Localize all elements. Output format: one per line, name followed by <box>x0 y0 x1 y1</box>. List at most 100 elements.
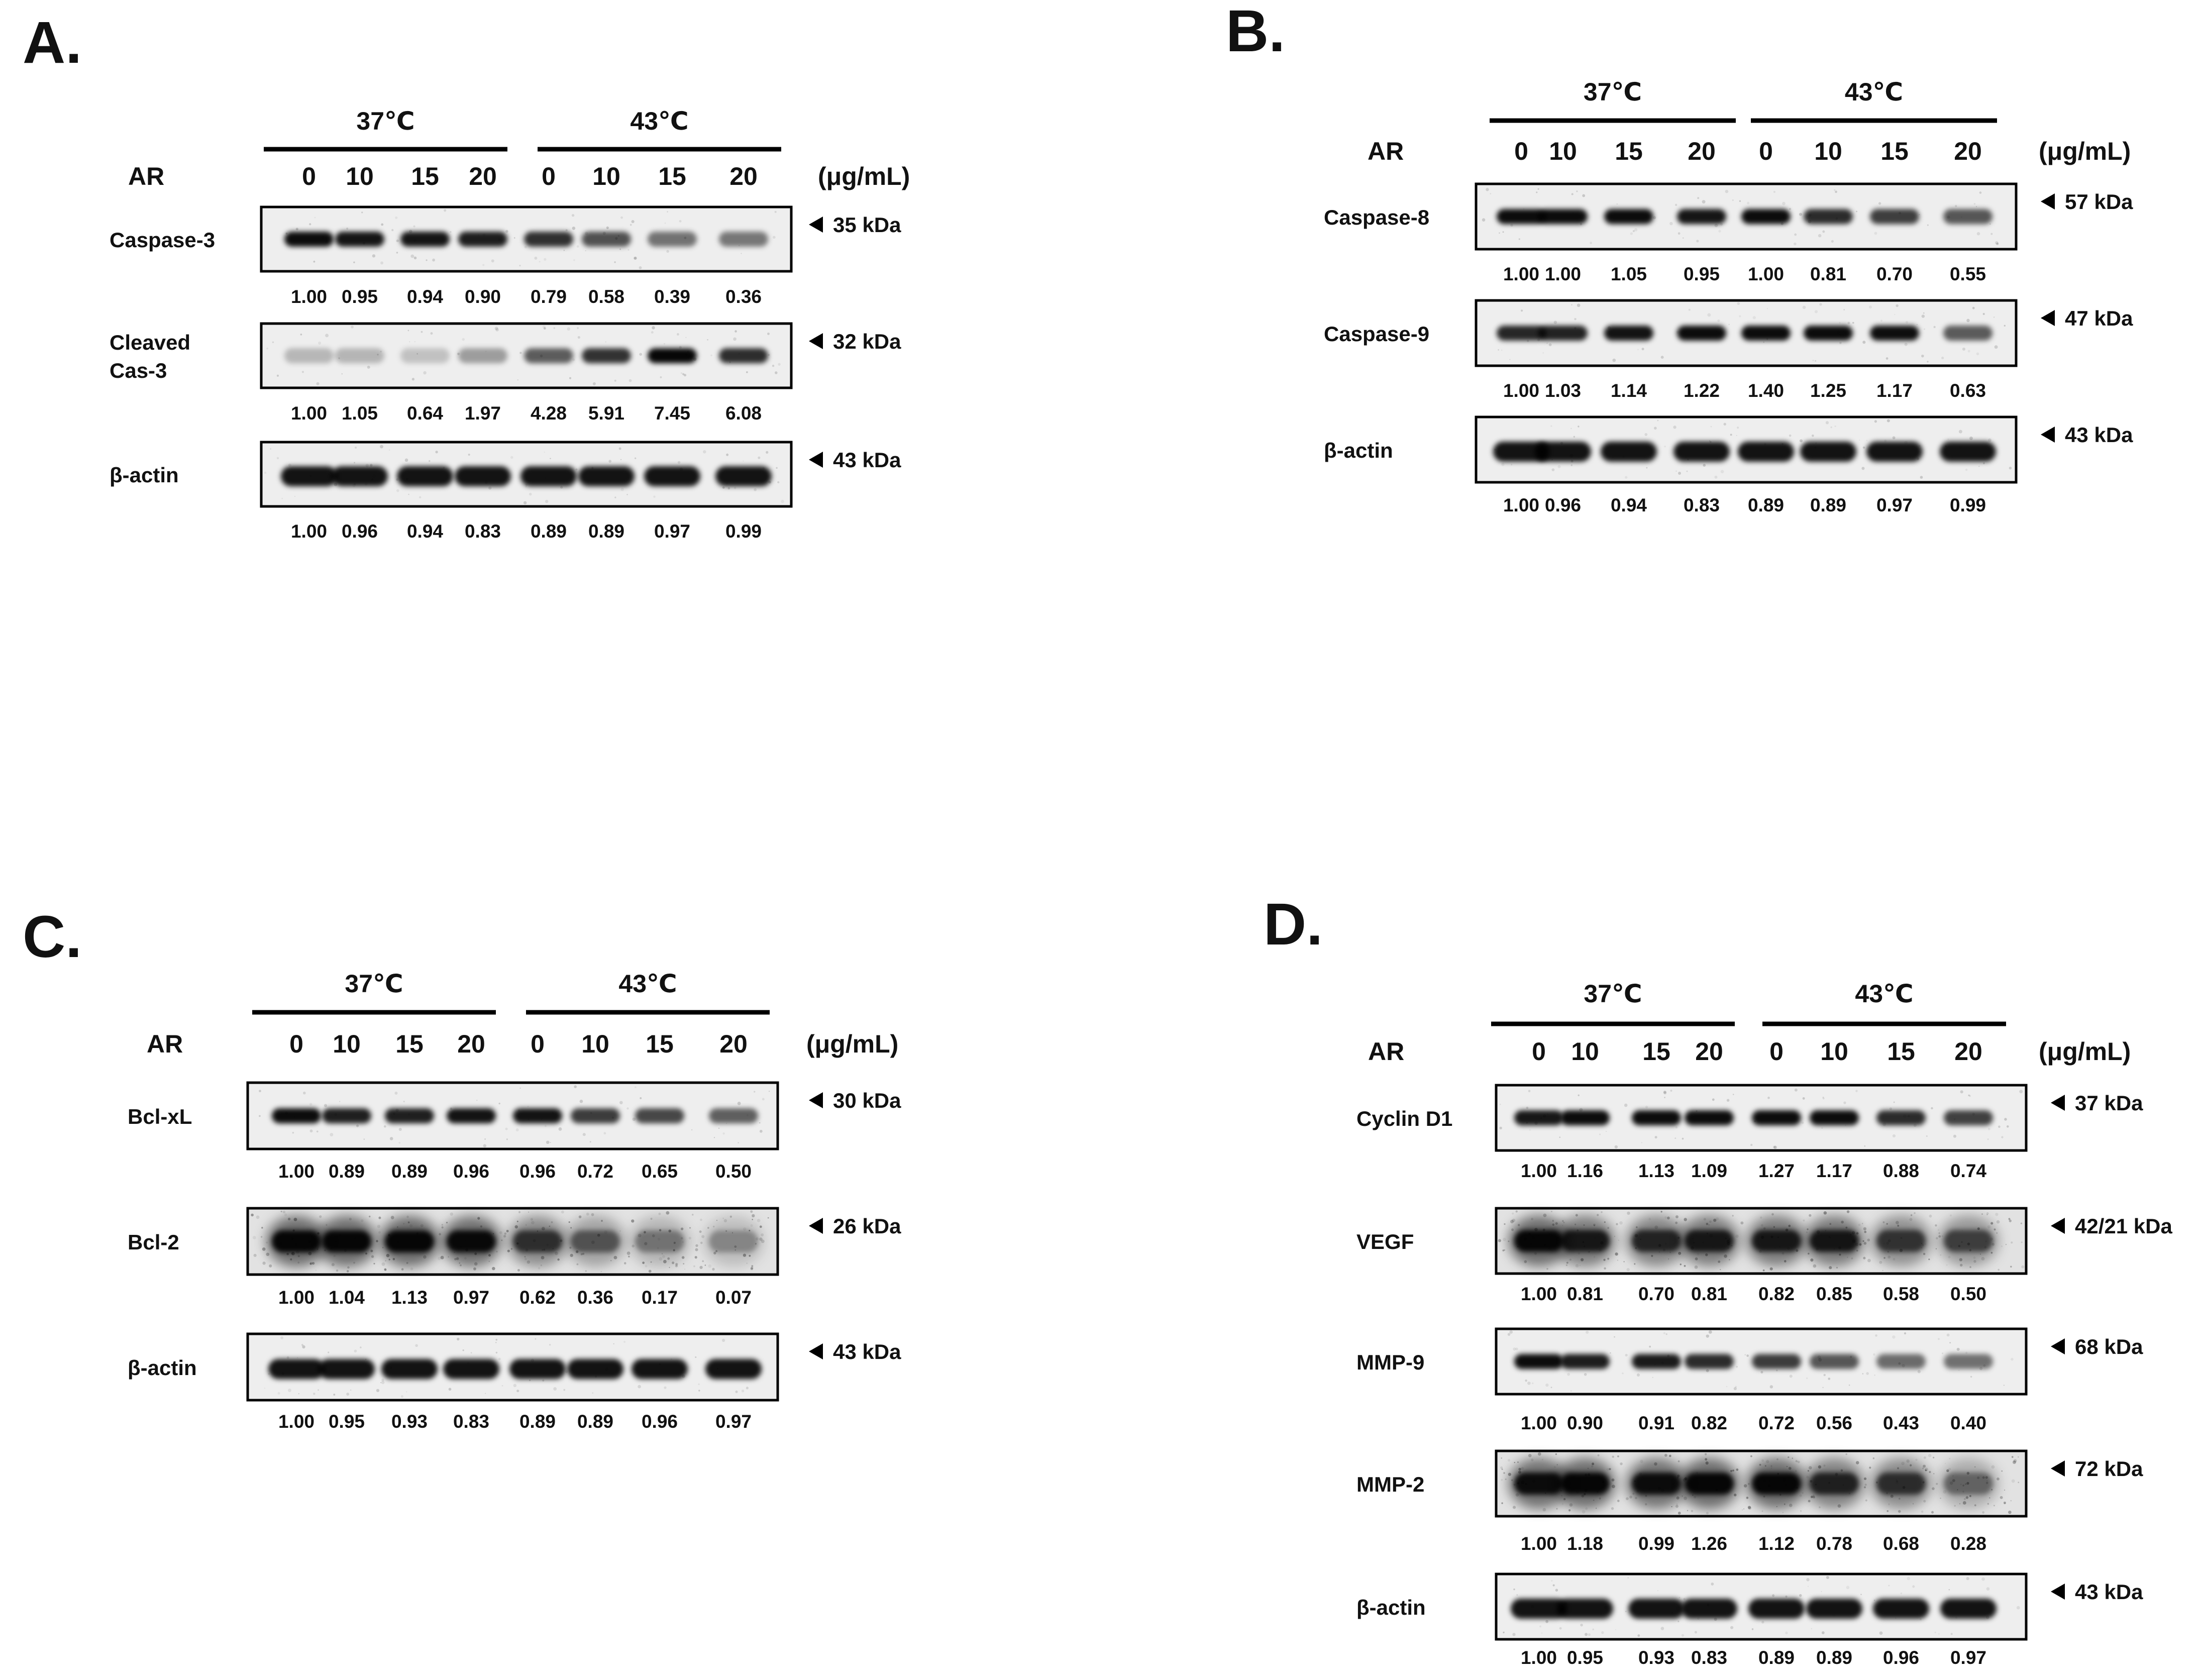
blot--actin <box>1475 415 2018 484</box>
membrane-speckle <box>309 1129 313 1133</box>
membrane-speckle <box>726 453 729 456</box>
membrane-speckle <box>1626 1268 1630 1272</box>
dose-label: 10 <box>1820 1037 1848 1066</box>
densitometry-value: 0.96 <box>519 1161 556 1182</box>
membrane-speckle <box>1529 1129 1531 1131</box>
membrane-speckle <box>411 378 415 381</box>
membrane-speckle <box>1962 347 1966 351</box>
membrane-speckle <box>277 1392 280 1395</box>
membrane-speckle <box>1953 1134 1957 1138</box>
membrane-speckle <box>266 1252 270 1256</box>
membrane-speckle <box>1714 475 1718 479</box>
membrane-speckle <box>1823 1211 1827 1215</box>
densitometry-value: 0.95 <box>1684 264 1720 284</box>
membrane-speckle <box>270 448 271 450</box>
membrane-speckle <box>1769 1385 1773 1389</box>
densitometry-value: 0.99 <box>725 521 762 542</box>
membrane-speckle <box>1933 1456 1935 1458</box>
protein-band <box>1514 1473 1563 1495</box>
membrane-speckle <box>1946 1333 1950 1337</box>
membrane-speckle <box>1578 426 1580 428</box>
membrane-speckle <box>450 1212 454 1216</box>
membrane-speckle <box>623 1341 625 1343</box>
membrane-speckle <box>369 1215 371 1218</box>
protein-band <box>1685 1230 1734 1252</box>
membrane-speckle <box>333 1394 336 1396</box>
membrane-speckle <box>1501 1457 1502 1459</box>
membrane-speckle <box>1995 1213 1999 1216</box>
membrane-speckle <box>1526 1106 1529 1109</box>
membrane-speckle <box>759 1129 763 1133</box>
densitometry-value: 1.00 <box>278 1411 315 1432</box>
membrane-speckle <box>567 327 571 331</box>
membrane-speckle <box>545 499 549 503</box>
membrane-speckle <box>1825 421 1829 425</box>
membrane-speckle <box>400 1395 403 1398</box>
membrane-speckle <box>1794 233 1797 236</box>
membrane-speckle <box>389 1137 393 1140</box>
membrane-speckle <box>1919 214 1920 216</box>
membrane-speckle <box>513 237 515 239</box>
membrane-speckle <box>1799 213 1802 216</box>
densitometry-value: 0.43 <box>1883 1413 1919 1433</box>
membrane-speckle <box>1601 1211 1603 1213</box>
membrane-speckle <box>302 1345 305 1349</box>
densitometry-value: 0.93 <box>391 1411 428 1432</box>
membrane-speckle <box>309 1103 312 1106</box>
membrane-speckle <box>660 376 662 378</box>
membrane-speckle <box>1839 342 1842 344</box>
membrane-speckle <box>252 1236 256 1239</box>
membrane-speckle <box>693 1265 695 1268</box>
membrane-speckle <box>1490 193 1492 194</box>
molecular-weight-label: 26 kDa <box>833 1214 901 1238</box>
membrane-speckle <box>253 1253 257 1257</box>
membrane-speckle <box>1681 1634 1685 1637</box>
membrane-speckle <box>1675 1215 1679 1219</box>
panel-b: B. 37℃ 43℃ AR 0 10 15 20 0 10 15 20 (μg/mL) Caspase-8… <box>1226 0 2133 515</box>
membrane-speckle <box>301 371 304 373</box>
membrane-speckle <box>2021 1241 2023 1243</box>
protein-band <box>571 1108 620 1123</box>
membrane-speckle <box>1813 1264 1817 1268</box>
membrane-speckle <box>620 216 623 219</box>
membrane-speckle <box>414 341 415 343</box>
protein-band <box>284 348 334 363</box>
membrane-speckle <box>1800 1510 1802 1512</box>
membrane-speckle <box>1623 1261 1625 1263</box>
densitometry-value: 1.00 <box>1748 264 1784 284</box>
densitometry-value: 0.89 <box>577 1411 613 1432</box>
protein-band <box>513 1230 562 1252</box>
membrane-speckle <box>1694 1265 1698 1269</box>
densitometry-value: 0.89 <box>391 1161 428 1182</box>
densitometry-value: 1.00 <box>1545 264 1581 284</box>
protein-band <box>1752 1473 1801 1495</box>
membrane-speckle <box>702 1260 704 1263</box>
membrane-speckle <box>1518 238 1520 240</box>
membrane-speckle <box>1674 203 1678 206</box>
densitometry-value: 0.40 <box>1950 1413 1986 1433</box>
protein-band <box>1810 1354 1859 1369</box>
membrane-speckle <box>538 1267 541 1270</box>
membrane-speckle <box>1627 1211 1630 1215</box>
protein-band <box>458 232 507 247</box>
protein-band <box>1560 1473 1610 1495</box>
membrane-speckle <box>1799 439 1803 443</box>
membrane-speckle <box>354 1349 357 1353</box>
membrane-speckle <box>381 1262 385 1266</box>
membrane-speckle <box>1769 1267 1773 1271</box>
densitometry-value: 0.50 <box>715 1161 752 1182</box>
membrane-speckle <box>398 1141 401 1144</box>
membrane-speckle <box>1856 211 1858 213</box>
membrane-speckle <box>1711 1582 1714 1586</box>
membrane-speckle <box>638 1385 641 1389</box>
membrane-speckle <box>529 492 532 496</box>
membrane-speckle <box>1863 1256 1866 1259</box>
membrane-speckle <box>300 333 302 336</box>
membrane-speckle <box>1892 1134 1896 1138</box>
membrane-speckle <box>506 1229 509 1232</box>
membrane-speckle <box>2018 1456 2019 1458</box>
membrane-speckle <box>1866 1372 1869 1375</box>
membrane-speckle <box>1806 1578 1810 1582</box>
membrane-speckle <box>550 1142 551 1143</box>
protein-band <box>335 348 384 363</box>
